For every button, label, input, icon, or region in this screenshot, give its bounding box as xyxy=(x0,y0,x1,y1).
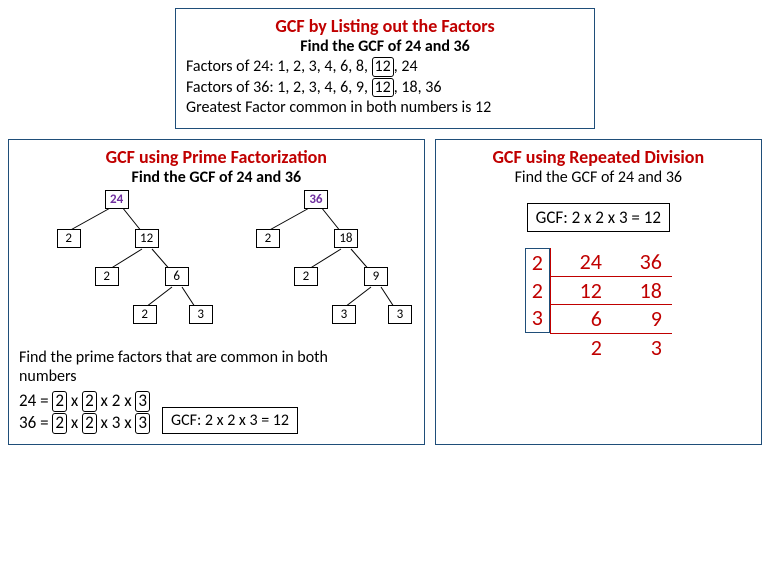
division-ladder: 2 2 3 24 36 12 18 6 9 xyxy=(446,238,751,361)
factors-36-gcf: 12 xyxy=(372,78,394,98)
ladder-r3c0: 2 xyxy=(550,333,612,361)
panel-repeated-division: GCF using Repeated Division Find the GCF… xyxy=(435,139,762,445)
tree24-6: 6 xyxy=(165,267,189,286)
ladder-row-3: 2 3 xyxy=(550,333,672,361)
divisor-0: 2 xyxy=(532,249,543,277)
ladder-r1c1: 18 xyxy=(612,276,672,305)
tree24-2b: 2 xyxy=(95,267,119,286)
ladder-divisors: 2 2 3 xyxy=(525,248,550,333)
factors-24-post: , 24 xyxy=(394,57,418,76)
eq24-b3: 3 xyxy=(135,391,150,412)
eq24-b1: 2 xyxy=(52,391,67,412)
title-prime: GCF using Prime Factorization xyxy=(19,146,414,168)
subtitle-repdiv: Find the GCF of 24 and 36 xyxy=(446,168,751,187)
factors-24-gcf: 12 xyxy=(372,57,394,77)
factors-24: Factors of 24: 1, 2, 3, 4, 6, 8, 12, 24 xyxy=(186,57,584,77)
prime-equations-row: 24 = 2 x 2 x 2 x 3 36 = 2 x 2 x 3 x 3 GC… xyxy=(19,390,414,434)
ladder-table: 24 36 12 18 6 9 2 3 xyxy=(550,248,672,361)
subtitle-listing: Find the GCF of 24 and 36 xyxy=(186,37,584,56)
factors-24-label: Factors of 24: xyxy=(186,57,277,76)
ladder-r0c1: 36 xyxy=(612,248,672,276)
factors-24-pre: 1, 2, 3, 4, 6, 8, xyxy=(277,57,371,76)
tree24-2a: 2 xyxy=(57,229,81,248)
factor-trees: 24 2 12 2 6 2 3 36 2 18 xyxy=(19,187,414,347)
tree36-2b: 2 xyxy=(294,267,318,286)
tree36-18: 18 xyxy=(334,229,358,248)
ladder-row-0: 24 36 xyxy=(550,248,672,276)
eq36-c2: 2 xyxy=(82,413,97,434)
subtitle-prime: Find the GCF of 24 and 36 xyxy=(19,168,414,187)
eq36-c3: 3 xyxy=(135,413,150,434)
repdiv-gcf-wrap: GCF: 2 x 2 x 3 = 12 xyxy=(446,203,751,232)
factors-36: Factors of 36: 1, 2, 3, 4, 6, 9, 12, 18,… xyxy=(186,78,584,98)
panel-listing-factors: GCF by Listing out the Factors Find the … xyxy=(175,8,595,129)
eq24-x1: x xyxy=(67,390,82,411)
divisor-1: 2 xyxy=(532,277,543,305)
tree36-3b: 3 xyxy=(388,305,412,324)
panel-prime-factorization: GCF using Prime Factorization Find the G… xyxy=(8,139,425,445)
tree24-3: 3 xyxy=(189,305,213,324)
ladder-r1c0: 12 xyxy=(550,276,612,305)
eq36-y1: x xyxy=(67,412,82,433)
tree-24: 24 2 12 2 6 2 3 xyxy=(27,187,207,347)
ladder-r2c1: 9 xyxy=(612,305,672,334)
eq36-lhs: 36 = xyxy=(19,412,52,433)
eq24-x2: x 2 x xyxy=(97,390,136,411)
tree36-9: 9 xyxy=(364,267,388,286)
eq36-c1: 2 xyxy=(52,413,67,434)
prime-note: Find the prime factors that are common i… xyxy=(19,348,359,386)
eq24-lhs: 24 = xyxy=(19,390,52,411)
ladder-r3c1: 3 xyxy=(612,333,672,361)
factors-36-post: , 18, 36 xyxy=(394,78,442,97)
eq24-b2: 2 xyxy=(82,391,97,412)
tree36-3a: 3 xyxy=(332,305,356,324)
tree-36: 36 2 18 2 9 3 3 xyxy=(226,187,406,347)
title-listing: GCF by Listing out the Factors xyxy=(186,15,584,37)
ladder-r2c0: 6 xyxy=(550,305,612,334)
tree24-2c: 2 xyxy=(133,305,157,324)
tree24-12: 12 xyxy=(135,229,159,248)
tree36-2a: 2 xyxy=(256,229,280,248)
prime-gcf-result: GCF: 2 x 2 x 3 = 12 xyxy=(162,407,298,434)
repdiv-gcf-result: GCF: 2 x 2 x 3 = 12 xyxy=(527,203,670,232)
tree36-root: 36 xyxy=(304,190,328,209)
prime-equations: 24 = 2 x 2 x 2 x 3 36 = 2 x 2 x 3 x 3 xyxy=(19,390,150,434)
listing-conclusion: Greatest Factor common in both numbers i… xyxy=(186,98,584,117)
bottom-row: GCF using Prime Factorization Find the G… xyxy=(8,139,762,445)
ladder-row-2: 6 9 xyxy=(550,305,672,334)
eq-36: 36 = 2 x 2 x 3 x 3 xyxy=(19,412,150,434)
eq36-y2: x 3 x xyxy=(97,412,136,433)
eq-24: 24 = 2 x 2 x 2 x 3 xyxy=(19,390,150,412)
factors-36-pre: 1, 2, 3, 4, 6, 9, xyxy=(277,78,371,97)
ladder-r0c0: 24 xyxy=(550,248,612,276)
factors-36-label: Factors of 36: xyxy=(186,78,277,97)
tree24-root: 24 xyxy=(105,190,129,209)
title-repdiv: GCF using Repeated Division xyxy=(446,146,751,168)
divisor-2: 3 xyxy=(532,304,543,332)
ladder-row-1: 12 18 xyxy=(550,276,672,305)
